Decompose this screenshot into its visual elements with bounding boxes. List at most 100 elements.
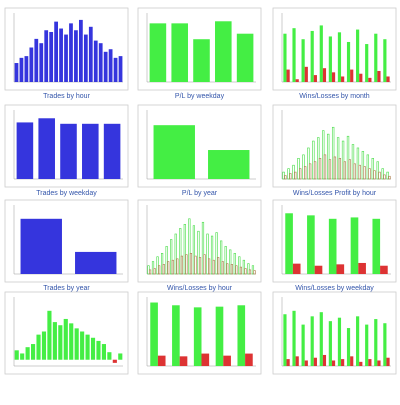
bar [365,324,369,366]
bar [341,76,345,82]
bar [331,126,335,180]
bar [353,163,356,180]
bar [283,33,287,82]
bar [24,56,29,82]
bar [359,73,363,82]
chart-title: P/L by year [182,190,218,197]
bar [82,123,99,179]
bar [167,261,170,275]
bar [112,359,117,363]
bar [338,158,342,180]
bar [358,164,361,180]
bar [189,253,193,275]
bar [356,316,360,366]
bar [176,258,179,275]
bar [365,44,369,82]
bar [19,57,24,82]
bar [307,147,310,180]
bar [377,360,381,366]
bar [322,354,327,366]
bar [247,263,250,275]
bar [90,337,96,360]
bar [93,40,98,82]
bar [343,161,346,180]
bar [366,154,370,180]
bar [284,175,287,180]
bar [88,26,93,82]
bar [235,265,238,275]
bar [383,39,387,82]
chart-title: Trades by year [43,285,90,292]
bar [98,43,103,82]
bar [318,158,322,180]
bar [208,150,250,179]
bar [20,353,25,360]
bar [179,356,188,366]
bar [239,266,242,275]
bar [79,19,83,82]
bar [193,39,210,82]
chart-title: Trades by hour [43,93,90,100]
bar [60,123,77,179]
bar [336,264,345,274]
bar [150,302,158,366]
bar [215,232,218,275]
bar [294,171,297,180]
bar [242,259,245,275]
bar [286,69,290,82]
bar [386,357,390,366]
bar [295,356,299,366]
bar [376,161,379,180]
bar [215,21,232,83]
bar [149,23,167,83]
bar [157,355,166,366]
bar [314,265,323,274]
bar [220,240,223,275]
bar [153,125,195,179]
bar [36,334,41,360]
bar [286,359,290,366]
bar [59,28,63,82]
bar [295,79,299,82]
bar [41,331,47,360]
chart-title: Wins/Losses by weekday [295,285,374,292]
bar [381,168,384,180]
bar [244,268,247,275]
bar [203,254,206,275]
bar [52,322,57,360]
chart-title: P/L by weekday [175,93,225,100]
bar [351,144,355,180]
bar [80,331,85,360]
bar [188,218,191,275]
bar [85,334,90,360]
chart-title: Trades by weekday [36,190,97,197]
bar [248,269,252,275]
bar [224,246,227,275]
bar [292,263,301,274]
bar [153,268,156,275]
bar [346,135,350,180]
bar [356,29,360,83]
bar [368,77,372,82]
bar [217,257,220,275]
bar [107,352,112,360]
bar [374,319,378,366]
bar [377,70,381,82]
bar [226,263,229,275]
bar [171,259,174,275]
bar [221,261,224,275]
bar [337,32,342,82]
bar [20,218,62,274]
bar [103,51,108,82]
chart-title: Wins/Losses by month [299,93,370,100]
bar [230,264,233,275]
bar [328,36,332,82]
bar [174,233,177,275]
bar [31,344,36,360]
bar [386,76,390,82]
bar [64,34,68,82]
bar [310,316,314,366]
bar [383,174,386,180]
bar [44,30,49,82]
bar [103,123,121,179]
